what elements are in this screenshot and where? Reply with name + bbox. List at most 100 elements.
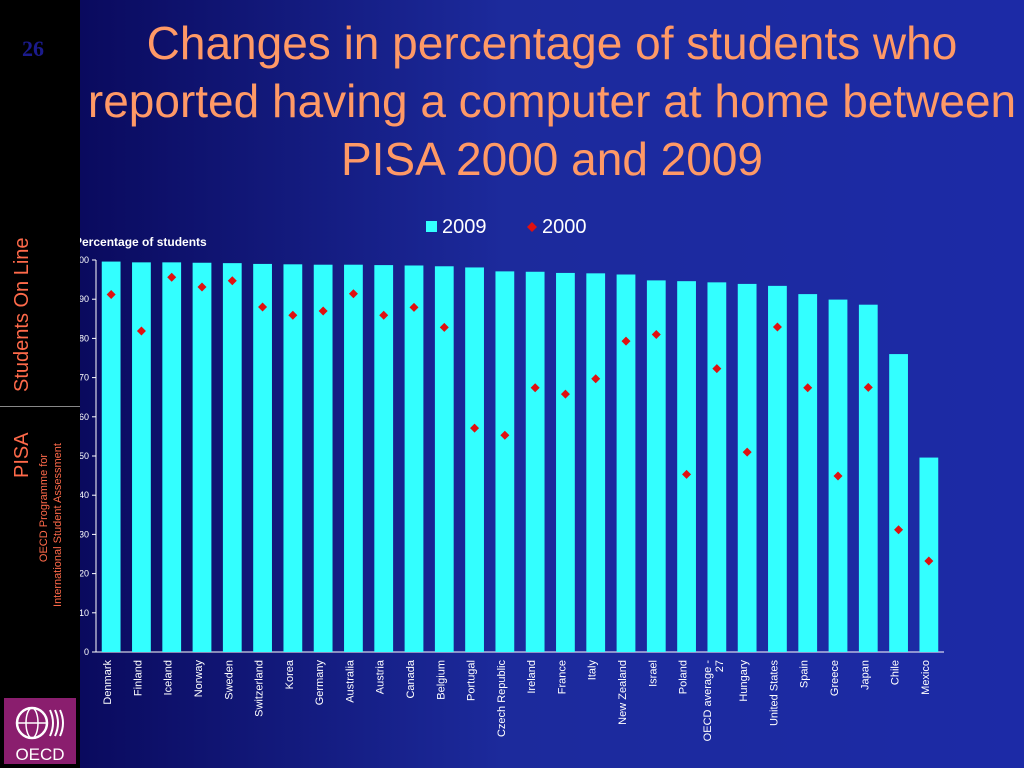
marker-2000 — [227, 276, 237, 286]
programme-line-2: International Student Assessment — [52, 443, 64, 607]
marker-2000 — [409, 302, 419, 312]
y-tick-label: 80 — [80, 333, 89, 343]
marker-2000 — [591, 374, 601, 384]
bar-2009 — [132, 262, 151, 652]
marker-2000 — [379, 310, 389, 320]
x-tick-label: Australia — [344, 659, 356, 703]
marker-2000 — [803, 383, 813, 393]
bar-2009 — [344, 264, 363, 652]
marker-2000 — [530, 383, 540, 393]
x-tick-label: Portugal — [466, 660, 478, 701]
marker-2000 — [167, 272, 177, 282]
x-tick-label: Austria — [375, 659, 387, 694]
marker-2000 — [621, 336, 631, 346]
y-tick-label: 50 — [80, 451, 89, 461]
marker-2000 — [682, 469, 692, 479]
x-tick-label: Finland — [132, 660, 144, 696]
bar-2009 — [707, 282, 727, 652]
bar-2009 — [283, 264, 303, 652]
marker-2000 — [894, 525, 904, 535]
slide-main: Changes in percentage of students who re… — [80, 0, 1024, 768]
x-tick-label: Chile — [890, 660, 902, 685]
legend-2000-label: 2000 — [542, 216, 587, 238]
y-tick-label: 30 — [80, 529, 89, 539]
x-tick-label: Switzerland — [254, 660, 266, 717]
marker-2000 — [106, 289, 116, 299]
legend-2009-swatch — [426, 221, 437, 232]
bar-2009 — [768, 285, 787, 652]
x-tick-label: Spain — [799, 660, 811, 688]
chart: 2009 2000 Percentage of students 0 10 20 30… — [80, 216, 944, 742]
marker-2000 — [197, 282, 207, 292]
y-tick-label: 40 — [80, 490, 89, 500]
marker-2000 — [318, 306, 328, 316]
x-tick-label: OECD average - — [702, 660, 714, 742]
marker-2000 — [742, 447, 752, 457]
x-tick-label: Germany — [314, 660, 326, 706]
sidebar-divider — [0, 406, 80, 407]
x-tick-label: Poland — [678, 660, 690, 694]
programme-line-1: OECD Programme for — [38, 453, 50, 563]
marker-2000 — [258, 302, 268, 312]
marker-2000 — [136, 326, 146, 336]
bar-2009 — [858, 304, 878, 652]
x-tick-label: 27 — [714, 660, 726, 672]
marker-2000 — [470, 423, 480, 433]
y-tick-label: 90 — [80, 294, 89, 304]
bar-2009 — [495, 271, 515, 652]
x-tick-label: Israel — [647, 660, 659, 687]
y-tick-label: 20 — [80, 569, 89, 579]
x-tick-label: United States — [768, 660, 780, 727]
marker-2000 — [712, 364, 722, 374]
bar-2009 — [253, 263, 272, 652]
slide-number: 26 — [22, 36, 44, 61]
y-tick-label: 100 — [80, 255, 89, 265]
bar-2009 — [525, 271, 545, 652]
y-axis-label: Percentage of students — [80, 235, 207, 249]
y-tick-label: 60 — [80, 412, 89, 422]
x-tick-label: Ireland — [526, 660, 538, 694]
x-tick-label: Japan — [859, 660, 871, 690]
sidebar: 26 Students On Line PISA OECD Programme … — [0, 0, 80, 768]
bar-2009 — [616, 274, 636, 652]
bar-2009 — [556, 272, 575, 652]
bar-2009 — [889, 354, 908, 652]
x-tick-label: Canada — [405, 659, 417, 698]
x-tick-label: Czech Republic — [496, 660, 508, 738]
bar-2009 — [586, 273, 606, 652]
marker-2000 — [863, 382, 873, 392]
bar-2009 — [737, 283, 757, 652]
x-tick-label: Norway — [193, 660, 205, 698]
x-tick-label: New Zealand — [617, 660, 629, 725]
bar-2009 — [313, 264, 333, 652]
x-tick-label: Iceland — [163, 660, 175, 695]
bar-2009 — [677, 281, 696, 652]
legend-2000-marker — [527, 222, 537, 232]
bar-2009 — [222, 263, 242, 652]
y-tick-label: 0 — [84, 647, 89, 657]
marker-2000 — [288, 310, 298, 320]
oecd-logo: OECD — [4, 698, 76, 764]
x-tick-label: Korea — [284, 659, 296, 689]
bar-2009 — [374, 265, 394, 652]
marker-2000 — [651, 329, 661, 339]
marker-2000 — [772, 322, 782, 332]
marker-2000 — [348, 289, 358, 299]
logo-text: OECD — [15, 745, 64, 764]
marker-2000 — [560, 389, 570, 399]
x-tick-label: Italy — [587, 660, 599, 681]
x-tick-label: Mexico — [920, 660, 932, 695]
bar-2009 — [919, 457, 939, 652]
bar-2009 — [465, 267, 484, 652]
bar-2009 — [798, 294, 818, 652]
bar-2009 — [101, 261, 121, 652]
brand-label: Students On Line — [11, 237, 33, 392]
y-tick-label: 10 — [80, 608, 89, 618]
x-tick-label: Belgium — [435, 660, 447, 700]
marker-2000 — [924, 556, 934, 566]
pisa-label: PISA — [11, 432, 33, 478]
slide-title: Changes in percentage of students who re… — [87, 17, 1017, 185]
bar-2009 — [162, 262, 182, 652]
bar-2009 — [646, 280, 666, 652]
legend: 2009 2000 — [426, 216, 587, 238]
